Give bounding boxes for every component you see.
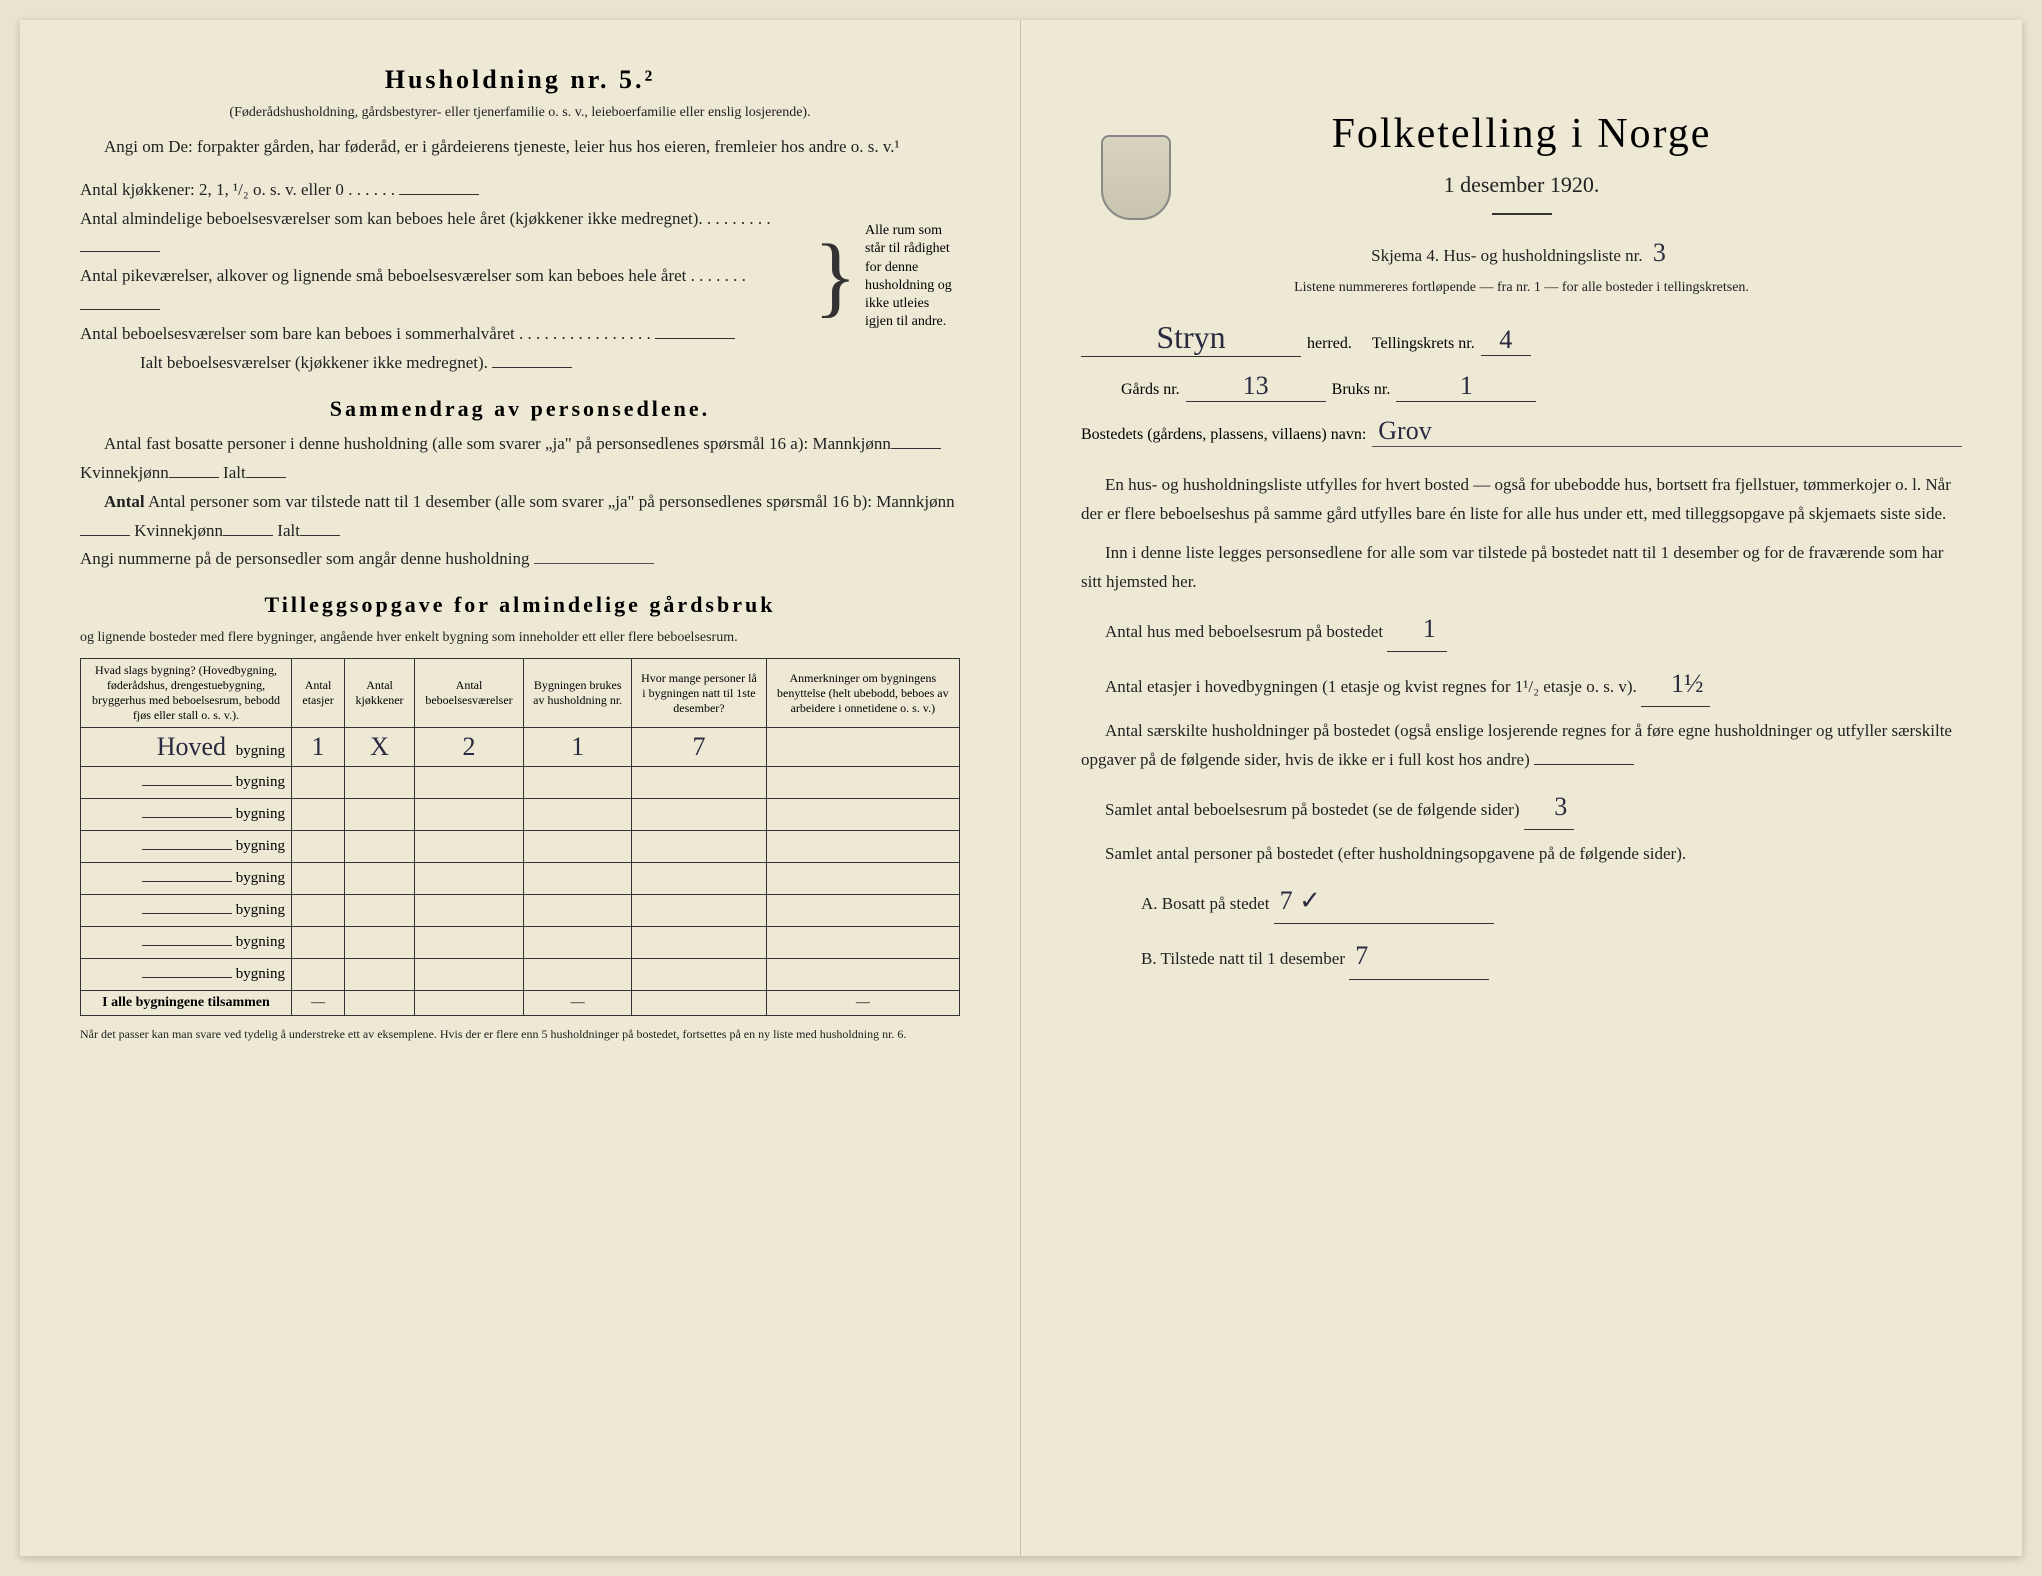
list-note: Listene nummereres fortløpende — fra nr.… xyxy=(1081,276,1962,300)
document-spread: Husholdning nr. 5.² (Føderådshusholdning… xyxy=(20,20,2022,1556)
table-total-row: I alle bygningene tilsammen——— xyxy=(81,991,960,1016)
summary-line3: Angi nummerne på de personsedler som ang… xyxy=(80,545,960,574)
qA: A. Bosatt på stedet 7 ✓ xyxy=(1141,879,1962,924)
th-type: Hvad slags bygning? (Hovedbygning, føder… xyxy=(81,659,292,728)
rooms-line-2: Antal pikeværelser, alkover og lignende … xyxy=(80,262,804,320)
q2: Antal etasjer i hovedbygningen (1 etasje… xyxy=(1081,662,1962,707)
gards-line: Gårds nr. 13 Bruks nr. 1 xyxy=(1081,371,1962,402)
coat-of-arms-icon xyxy=(1101,135,1171,220)
tillegg-heading: Tilleggsopgave for almindelige gårdsbruk xyxy=(80,592,960,618)
household-subtitle1: (Føderådshusholdning, gårdsbestyrer- ell… xyxy=(80,101,960,125)
table-row: bygning xyxy=(81,927,960,959)
table-row: bygning xyxy=(81,799,960,831)
para1: En hus- og husholdningsliste utfylles fo… xyxy=(1081,471,1962,529)
right-page: Folketelling i Norge 1 desember 1920. Sk… xyxy=(1021,20,2022,1556)
summary-line2: Antal Antal personer som var tilstede na… xyxy=(80,488,960,546)
table-row: Hoved bygning 1 X 2 1 7 xyxy=(81,728,960,767)
rooms-line-1: Antal almindelige beboelsesværelser som … xyxy=(80,205,804,263)
left-page: Husholdning nr. 5.² (Føderådshusholdning… xyxy=(20,20,1021,1556)
th-etasjer: Antal etasjer xyxy=(291,659,344,728)
table-row: bygning xyxy=(81,831,960,863)
para2: Inn i denne liste legges personsedlene f… xyxy=(1081,539,1962,597)
table-row: bygning xyxy=(81,959,960,991)
q4: Samlet antal beboelsesrum på bostedet (s… xyxy=(1081,785,1962,830)
census-title: Folketelling i Norge xyxy=(1081,110,1962,158)
table-row: bygning xyxy=(81,895,960,927)
rooms-line-3: Antal beboelsesværelser som bare kan beb… xyxy=(80,320,804,349)
th-pers: Hvor mange personer lå i bygningen natt … xyxy=(632,659,766,728)
th-anm: Anmerkninger om bygningens benyttelse (h… xyxy=(766,659,959,728)
th-rom: Antal beboelsesværelser xyxy=(414,659,523,728)
rooms-total: Ialt beboelsesværelser (kjøkkener ikke m… xyxy=(80,349,804,378)
th-hush: Bygningen brukes av husholdning nr. xyxy=(524,659,632,728)
bosted-line: Bostedets (gårdens, plassens, villaens) … xyxy=(1081,416,1962,447)
footnote: Når det passer kan man svare ved tydelig… xyxy=(80,1026,960,1043)
building-table: Hvad slags bygning? (Hovedbygning, føder… xyxy=(80,658,960,1016)
tillegg-sub: og lignende bosteder med flere bygninger… xyxy=(80,626,960,650)
summary-line1: Antal fast bosatte personer i denne hush… xyxy=(80,430,960,488)
herred-line: Stryn herred. Tellingskrets nr. 4 xyxy=(1081,319,1962,357)
q3: Antal særskilte husholdninger på bostede… xyxy=(1081,717,1962,775)
th-kjokken: Antal kjøkkener xyxy=(345,659,415,728)
skjema-line: Skjema 4. Hus- og husholdningsliste nr. … xyxy=(1081,231,1962,275)
table-row: bygning xyxy=(81,767,960,799)
q1: Antal hus med beboelsesrum på bostedet 1 xyxy=(1081,607,1962,652)
household-heading: Husholdning nr. 5.² xyxy=(80,65,960,95)
brace-note: } Alle rum som står til rådighet for den… xyxy=(814,176,960,378)
q5: Samlet antal personer på bostedet (efter… xyxy=(1081,840,1962,869)
divider xyxy=(1492,213,1552,215)
household-subtitle2: Angi om De: forpakter gården, har føderå… xyxy=(80,133,960,162)
qB: B. Tilstede natt til 1 desember 7 xyxy=(1141,934,1962,979)
table-row: bygning xyxy=(81,863,960,895)
kitchens-line: Antal kjøkkener: 2, 1, ¹/₂ o. s. v. elle… xyxy=(80,176,804,205)
census-date: 1 desember 1920. xyxy=(1081,166,1962,203)
summary-heading: Sammendrag av personsedlene. xyxy=(80,396,960,422)
